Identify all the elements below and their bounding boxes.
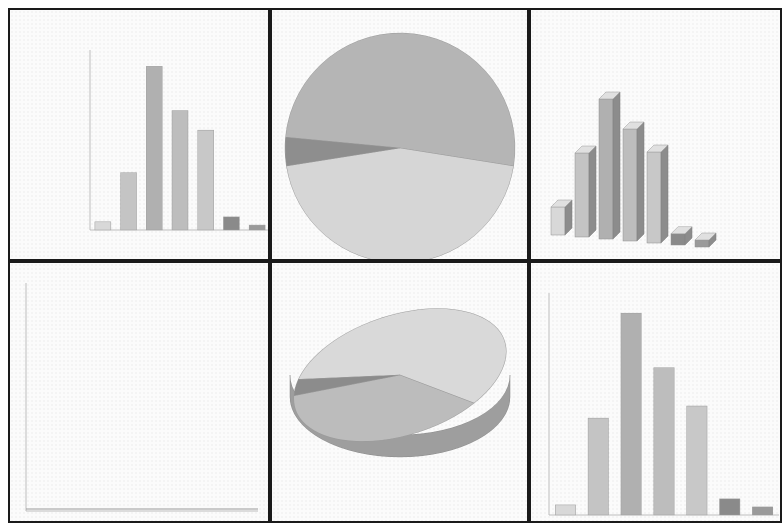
bar-bar xyxy=(171,110,189,231)
pie3d-slice xyxy=(293,374,401,397)
line-chart-panel-bottom-left xyxy=(8,261,270,523)
bar-b-bar xyxy=(752,506,774,516)
bar-b-bar xyxy=(620,312,642,516)
pie-slice xyxy=(285,32,516,167)
bar3d-front xyxy=(694,239,710,248)
bar3d-front xyxy=(598,98,614,240)
bar3d-chart-svg xyxy=(550,91,717,248)
pie-chart-panel-top-center xyxy=(270,8,529,261)
bar3d-front xyxy=(622,128,638,242)
bar-bar xyxy=(146,66,163,231)
bar3d-front xyxy=(670,233,686,246)
bar3d-top xyxy=(574,145,597,154)
pie3d-slice xyxy=(293,374,475,442)
bar3d-side xyxy=(588,145,597,238)
bar3d-front xyxy=(550,206,566,236)
bar-chart-panel-bottom-right xyxy=(529,261,782,523)
pie3d-slice xyxy=(297,308,507,404)
bar-bar xyxy=(248,224,266,231)
bar3d-top xyxy=(598,91,621,100)
line-chart-svg xyxy=(25,283,258,512)
bar3d-side xyxy=(636,121,645,242)
bar-bar xyxy=(197,129,214,231)
bar-b-bar xyxy=(686,405,708,516)
bar-chart-panel-top-left xyxy=(8,8,270,261)
bar3d-front xyxy=(646,151,662,244)
pie-chart-svg xyxy=(284,32,516,259)
bar3d-side xyxy=(612,91,621,240)
pie-slice xyxy=(284,136,401,167)
bar-b-bar xyxy=(587,417,609,516)
bar-chart-b-svg xyxy=(548,293,779,516)
bar-b-bar xyxy=(719,498,741,516)
bar-bar xyxy=(223,216,240,231)
bar-b-bar xyxy=(554,504,576,516)
bar-bar xyxy=(120,172,137,231)
bar-bar xyxy=(94,221,112,231)
bar-b-bar xyxy=(653,367,675,516)
bar3d-chart-panel-top-right xyxy=(529,8,782,261)
bar3d-top xyxy=(622,121,645,130)
pie3d-chart-svg xyxy=(289,308,511,458)
pie3d-chart-panel-bottom-center xyxy=(270,261,529,523)
bar3d-side xyxy=(660,144,669,244)
bar3d-top xyxy=(694,232,717,241)
bar3d-top xyxy=(550,199,573,208)
bar-chart-svg xyxy=(89,50,268,231)
bar3d-top xyxy=(646,144,669,153)
pie-slice xyxy=(286,147,514,259)
bar3d-top xyxy=(670,226,693,235)
bar3d-front xyxy=(574,152,590,238)
